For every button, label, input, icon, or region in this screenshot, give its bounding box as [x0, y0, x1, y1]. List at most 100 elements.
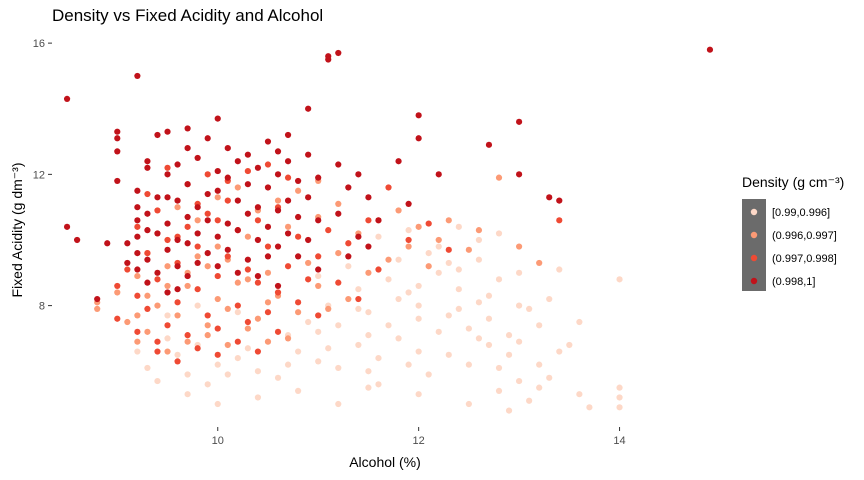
- data-point: [224, 371, 231, 378]
- data-point: [335, 49, 342, 57]
- legend-key: [750, 254, 758, 262]
- data-point: [556, 217, 563, 224]
- data-point: [505, 332, 513, 339]
- data-point: [325, 53, 332, 60]
- data-point: [134, 348, 141, 355]
- data-point: [315, 272, 322, 280]
- data-point: [154, 194, 161, 201]
- data-point: [455, 266, 462, 273]
- data-point: [204, 217, 211, 224]
- data-point: [184, 240, 191, 247]
- y-axis: 8 12 16: [33, 38, 52, 313]
- data-point: [254, 394, 262, 401]
- data-point: [214, 263, 221, 270]
- data-point: [244, 345, 251, 352]
- data-point: [616, 394, 623, 401]
- data-point: [254, 315, 262, 322]
- data-point: [365, 332, 372, 339]
- data-point: [164, 335, 171, 342]
- data-point: [526, 305, 533, 312]
- data-point: [415, 348, 422, 355]
- data-point: [134, 312, 141, 319]
- data-point: [254, 204, 262, 211]
- y-tick-label: 16: [33, 38, 45, 50]
- data-point: [204, 171, 211, 178]
- data-point: [154, 338, 161, 345]
- data-point: [134, 328, 141, 335]
- data-point: [214, 167, 221, 175]
- data-point: [305, 318, 312, 326]
- data-point: [295, 299, 302, 306]
- data-point: [335, 364, 342, 372]
- data-point: [365, 217, 372, 224]
- data-point: [214, 351, 221, 358]
- data-point: [214, 325, 221, 332]
- data-point: [114, 177, 121, 185]
- data-point: [194, 204, 201, 211]
- data-point: [435, 243, 442, 250]
- data-point: [485, 141, 493, 148]
- legend-key: [750, 208, 758, 216]
- data-point: [425, 250, 432, 257]
- data-point: [164, 220, 171, 227]
- data-point: [415, 135, 422, 142]
- data-point: [214, 194, 221, 201]
- series-2: [94, 174, 543, 355]
- data-point: [244, 266, 251, 273]
- data-point: [516, 171, 523, 178]
- data-point: [244, 151, 251, 158]
- data-point: [134, 233, 141, 240]
- data-point: [224, 305, 231, 312]
- data-point: [435, 328, 442, 335]
- data-point: [616, 384, 623, 391]
- data-point: [234, 158, 241, 165]
- data-point: [365, 194, 372, 201]
- data-point: [204, 263, 211, 270]
- data-point: [375, 233, 382, 240]
- data-point: [184, 282, 191, 290]
- data-point: [616, 404, 623, 411]
- data-point: [244, 325, 251, 332]
- data-point: [214, 233, 221, 240]
- data-point: [244, 181, 251, 188]
- data-point: [415, 315, 422, 322]
- data-point: [204, 381, 211, 388]
- data-point: [355, 305, 362, 312]
- data-point: [284, 131, 292, 139]
- data-point: [355, 171, 362, 178]
- data-point: [284, 263, 292, 270]
- data-point: [315, 358, 322, 365]
- data-point: [405, 227, 412, 234]
- data-point: [305, 194, 312, 201]
- data-point: [455, 223, 462, 230]
- data-point: [435, 236, 442, 244]
- chart-title: Density vs Fixed Acidity and Alcohol: [52, 6, 323, 25]
- y-axis-title: Fixed Acidity (g dm⁻³): [9, 163, 25, 298]
- data-point: [134, 72, 141, 80]
- data-point: [164, 289, 171, 296]
- data-point: [154, 302, 161, 309]
- data-point: [264, 269, 272, 276]
- data-point: [164, 236, 171, 244]
- data-point: [315, 282, 322, 290]
- data-point: [355, 341, 362, 349]
- data-point: [124, 259, 131, 267]
- data-point: [274, 207, 282, 214]
- data-point: [274, 282, 282, 290]
- data-point: [244, 167, 251, 175]
- data-point: [154, 230, 161, 237]
- data-point: [435, 171, 442, 178]
- data-point: [114, 135, 121, 142]
- data-point: [194, 154, 201, 162]
- data-point: [74, 236, 81, 244]
- data-point: [234, 279, 241, 286]
- data-point: [546, 295, 553, 303]
- data-point: [234, 302, 241, 309]
- data-point: [154, 207, 161, 214]
- data-point: [144, 305, 151, 312]
- data-point: [224, 145, 231, 152]
- data-point: [134, 338, 141, 345]
- data-point: [154, 131, 161, 139]
- data-point: [114, 148, 121, 155]
- data-point: [234, 197, 241, 204]
